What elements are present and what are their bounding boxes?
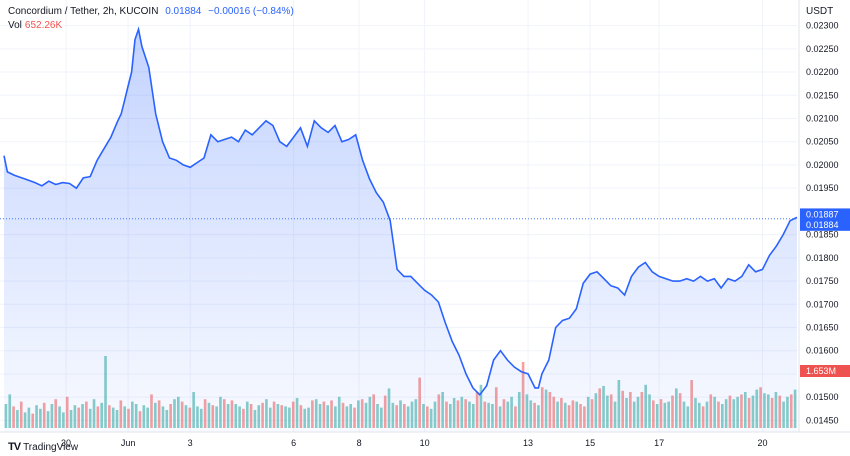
tradingview-logo[interactable]: TV TradingView — [8, 441, 78, 453]
x-tick-label: 20 — [758, 438, 768, 448]
y-tick-label: 0.01800 — [806, 253, 839, 263]
y-tick-label: 0.02250 — [806, 44, 839, 54]
y-tick-label: 0.01700 — [806, 299, 839, 309]
symbol-title[interactable]: Concordium / Tether, 2h, KUCOIN — [8, 6, 159, 17]
currency-unit[interactable]: USDT — [806, 6, 834, 17]
volume-value: 652.26K — [24, 20, 63, 31]
x-tick-label: 8 — [357, 438, 362, 448]
y-tick-label: 0.01500 — [806, 392, 839, 402]
y-tick-label: 0.02150 — [806, 90, 839, 100]
volume-tag-bg — [800, 365, 850, 377]
volume-label: Vol — [8, 20, 22, 31]
x-tick-label: 15 — [585, 438, 595, 448]
y-tick-label: 0.01750 — [806, 276, 839, 286]
x-tick-label: 30 — [61, 438, 71, 448]
price-tag-last: 0.01887 — [806, 209, 839, 219]
y-tick-label: 0.02000 — [806, 160, 839, 170]
price-tag-last-bg — [800, 208, 850, 221]
y-tick-label: 0.01650 — [806, 323, 839, 333]
price-area — [4, 29, 797, 433]
y-tick-label: 0.02050 — [806, 137, 839, 147]
price-line — [3, 26, 798, 397]
y-tick-label: 0.01950 — [806, 183, 839, 193]
price-change: −0.00016 (−0.84%) — [208, 6, 294, 17]
y-tick-label: 0.02300 — [806, 21, 839, 31]
x-tick-label: 10 — [420, 438, 430, 448]
price-tag-close-bg — [800, 218, 850, 231]
y-tick-label: 0.01850 — [806, 230, 839, 240]
x-tick-label: Jun — [121, 438, 136, 448]
y-tick-label: 0.01450 — [806, 415, 839, 425]
price-tag-close: 0.01884 — [806, 220, 839, 230]
last-price: 0.01884 — [165, 6, 202, 17]
volume-legend[interactable]: Vol 652.26K — [8, 20, 62, 31]
volume-tag: 1.653M — [806, 366, 836, 376]
x-tick-label: 6 — [291, 438, 296, 448]
x-tick-label: 17 — [654, 438, 664, 448]
y-tick-label: 0.01600 — [806, 346, 839, 356]
x-axis[interactable]: 30 Jun 3 6 8 10 13 15 17 20 — [61, 438, 767, 448]
x-tick-label: 13 — [523, 438, 533, 448]
chart-legend[interactable]: Concordium / Tether, 2h, KUCOIN 0.01884 … — [8, 6, 298, 17]
tv-logo-icon: TV — [8, 441, 21, 453]
y-tick-label: 0.02100 — [806, 114, 839, 124]
brand-label: TradingView — [23, 441, 79, 453]
y-tick-label: 0.02200 — [806, 67, 839, 77]
x-tick-label: 3 — [188, 438, 193, 448]
